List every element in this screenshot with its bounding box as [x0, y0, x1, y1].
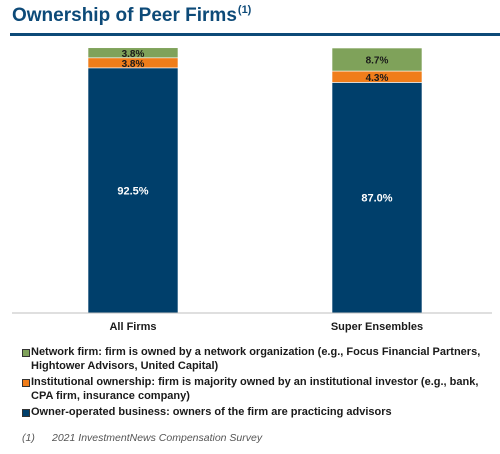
- legend-item-institutional: Institutional ownership: firm is majorit…: [22, 375, 492, 403]
- footnote: (1) 2021 InvestmentNews Compensation Surv…: [22, 432, 262, 444]
- title-divider: [10, 33, 500, 36]
- bar-super-ensembles-network: [331, 47, 423, 72]
- data-label-super-ensembles-owner-operated: 87.0%: [361, 193, 392, 205]
- title-footnote-marker: (1): [237, 4, 252, 16]
- legend-swatch-owner-operated: [22, 409, 30, 417]
- data-label-all-firms-network: 3.8%: [122, 49, 145, 60]
- legend-label-institutional: Institutional ownership: firm is majorit…: [31, 376, 479, 402]
- bar-all-firms-network: [87, 47, 179, 59]
- data-label-all-firms-owner-operated: 92.5%: [117, 185, 148, 197]
- data-label-super-ensembles-network: 8.7%: [366, 56, 389, 67]
- chart-title-text: Ownership of Peer Firms: [12, 5, 237, 26]
- data-label-super-ensembles-institutional: 4.3%: [366, 73, 389, 84]
- chart-title: Ownership of Peer Firms(1): [12, 4, 251, 27]
- legend-swatch-institutional: [22, 379, 30, 387]
- legend-label-network: Network firm: firm is owned by a network…: [31, 346, 481, 372]
- chart-legend: Network firm: firm is owned by a network…: [22, 345, 492, 421]
- footnote-text: 2021 InvestmentNews Compensation Survey: [52, 432, 263, 444]
- footnote-marker: (1): [22, 432, 35, 444]
- bar-super-ensembles-owner-operated: [331, 82, 423, 314]
- data-label-all-firms-institutional: 3.8%: [122, 59, 145, 70]
- legend-label-owner-operated: Owner-operated business: owners of the f…: [31, 406, 392, 418]
- x-tick-label-super-ensembles: Super Ensembles: [331, 321, 423, 333]
- stacked-bar-chart: 92.5% 3.8%3.8% All Firms 87.0% 4.3% 8.7% Super…: [12, 47, 492, 333]
- legend-item-owner-operated: Owner-operated business: owners of the f…: [22, 405, 492, 419]
- legend-item-network: Network firm: firm is owned by a network…: [22, 345, 492, 373]
- bar-all-firms-owner-operated: [87, 67, 179, 314]
- legend-swatch-network: [22, 349, 30, 357]
- x-tick-label-all-firms: All Firms: [109, 321, 156, 333]
